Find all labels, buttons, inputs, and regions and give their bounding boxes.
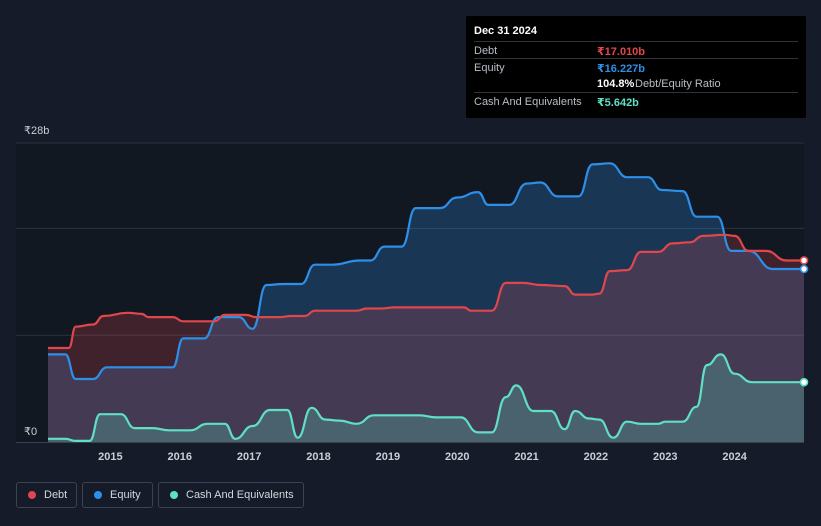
- equity-dot-icon: [94, 491, 102, 499]
- x-tick-label: 2023: [653, 451, 677, 463]
- legend-debt-label: Debt: [44, 489, 67, 501]
- tooltip-ratio-label: Debt/Equity Ratio: [635, 78, 721, 90]
- legend-equity-label: Equity: [110, 489, 141, 501]
- tooltip-row-equity: Equity ₹16.227b: [474, 58, 798, 76]
- y-tick-label: ₹0: [24, 426, 37, 438]
- x-tick-label: 2019: [376, 451, 400, 463]
- data-tooltip: Dec 31 2024 Debt ₹17.010b Equity ₹16.227…: [466, 16, 806, 118]
- x-tick-label: 2015: [98, 451, 122, 463]
- tooltip-date: Dec 31 2024: [474, 25, 537, 37]
- x-tick-label: 2016: [168, 451, 192, 463]
- y-tick-label: ₹28b: [24, 125, 49, 137]
- tooltip-debt-label: Debt: [474, 45, 497, 57]
- legend-cash-label: Cash And Equivalents: [186, 489, 294, 501]
- tooltip-row-debt: Debt ₹17.010b: [474, 41, 798, 59]
- cash-dot-icon: [170, 491, 178, 499]
- tooltip-cash-value: ₹5.642b: [597, 96, 639, 109]
- x-axis: 2015 2016 2017 2018 2019 2020 2021 2022 2023 2024: [98, 451, 748, 463]
- equity-end-marker: [801, 266, 808, 273]
- tooltip-cash-label: Cash And Equivalents: [474, 96, 582, 108]
- x-tick-label: 2022: [584, 451, 608, 463]
- cash-and-equivalents-end-marker: [801, 379, 808, 386]
- debt-end-marker: [801, 257, 808, 264]
- tooltip-ratio-value: 104.8%: [597, 78, 634, 90]
- legend-item-cash[interactable]: Cash And Equivalents: [158, 482, 304, 508]
- x-tick-label: 2020: [445, 451, 469, 463]
- legend-item-debt[interactable]: Debt: [16, 482, 77, 508]
- tooltip-debt-value: ₹17.010b: [597, 45, 645, 58]
- tooltip-row-ratio: 104.8% Debt/Equity Ratio: [474, 75, 798, 92]
- debt-dot-icon: [28, 491, 36, 499]
- tooltip-equity-label: Equity: [474, 62, 505, 74]
- x-tick-label: 2024: [722, 451, 747, 463]
- legend-item-equity[interactable]: Equity: [82, 482, 153, 508]
- x-tick-label: 2018: [306, 451, 330, 463]
- tooltip-row-cash: Cash And Equivalents ₹5.642b: [474, 92, 798, 110]
- x-tick-label: 2021: [514, 451, 538, 463]
- tooltip-equity-value: ₹16.227b: [597, 62, 645, 75]
- x-tick-label: 2017: [237, 451, 261, 463]
